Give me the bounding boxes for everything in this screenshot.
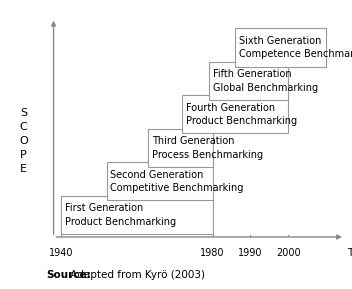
Text: Second Generation
Competitive Benchmarking: Second Generation Competitive Benchmarki…: [111, 170, 244, 193]
Bar: [148, 129, 213, 167]
Text: 1980: 1980: [200, 248, 225, 257]
Text: Adapted from Kyrö (2003): Adapted from Kyrö (2003): [67, 271, 205, 280]
Text: Sixth Generation
Competence Benchmarking: Sixth Generation Competence Benchmarking: [239, 36, 352, 59]
Text: Fourth Generation
Product Benchmarking: Fourth Generation Product Benchmarking: [186, 103, 297, 126]
Text: S
C
O
P
E: S C O P E: [19, 108, 28, 174]
Bar: [182, 95, 288, 134]
Bar: [209, 62, 288, 100]
Text: Source:: Source:: [46, 271, 91, 280]
Text: TIME: TIME: [347, 248, 352, 257]
Bar: [107, 162, 213, 201]
Text: Fifth Generation
Global Benchmarking: Fifth Generation Global Benchmarking: [213, 69, 318, 92]
Text: 1940: 1940: [49, 248, 74, 257]
Text: 2000: 2000: [276, 248, 301, 257]
Bar: [61, 196, 213, 234]
Text: 1990: 1990: [238, 248, 263, 257]
Text: Third Generation
Process Benchmarking: Third Generation Process Benchmarking: [152, 136, 263, 160]
Text: First Generation
Product Benchmarking: First Generation Product Benchmarking: [65, 203, 176, 227]
Bar: [235, 28, 326, 66]
